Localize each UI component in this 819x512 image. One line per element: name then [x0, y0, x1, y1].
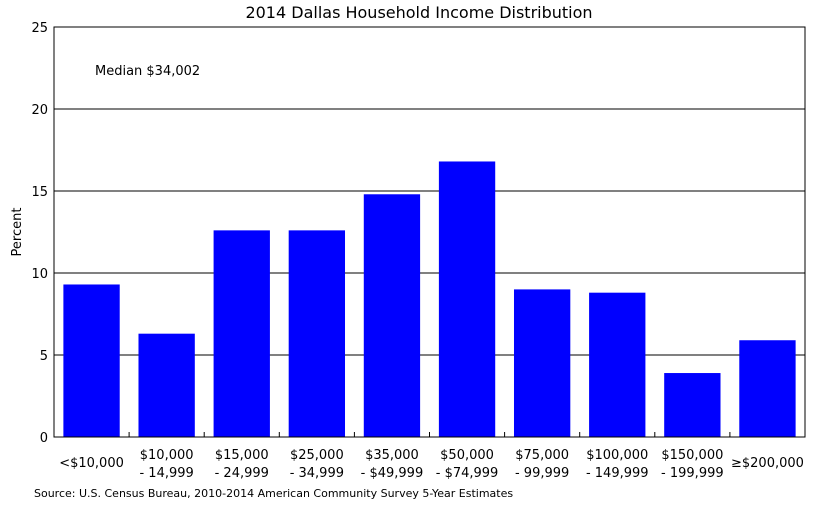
bar: [138, 333, 195, 437]
x-tick-label: <$10,000: [59, 456, 124, 471]
y-tick-label: 15: [31, 185, 48, 200]
bar: [288, 230, 346, 437]
bar: [63, 284, 120, 437]
x-tick-label: $10,000: [140, 448, 194, 463]
x-tick-label: $15,000: [215, 448, 269, 463]
chart-title: 2014 Dallas Household Income Distributio…: [245, 3, 592, 22]
x-tick-label: - $74,999: [436, 466, 499, 481]
bar: [513, 289, 571, 437]
x-tick-label: - 199,999: [661, 466, 724, 481]
x-tick-label: ≥$200,000: [731, 456, 804, 471]
bar: [739, 340, 796, 437]
y-tick-label: 20: [31, 103, 48, 118]
bar: [363, 194, 421, 437]
y-tick-label: 10: [31, 267, 48, 282]
x-tick-label: - 14,999: [139, 466, 193, 481]
x-tick-label: $35,000: [365, 448, 419, 463]
bar: [664, 373, 721, 437]
bars: [63, 161, 796, 438]
x-tick-label: - $49,999: [361, 466, 424, 481]
x-tick-label: $150,000: [661, 448, 723, 463]
y-tick-label: 25: [31, 21, 48, 36]
gridlines: [54, 108, 805, 356]
x-tick-label: $75,000: [515, 448, 569, 463]
x-tick-label: $50,000: [440, 448, 494, 463]
bar: [213, 230, 270, 437]
bar: [589, 292, 646, 437]
x-tick-label: $25,000: [290, 448, 344, 463]
median-annotation: Median $34,002: [95, 64, 200, 79]
y-axis-ticks: 0 5 10 15 20 25: [31, 21, 59, 446]
x-axis-ticks: <$10,000 $10,000 - 14,999 $15,000 - 24,999 $2…: [53, 432, 804, 481]
y-axis-label: Percent: [10, 208, 25, 257]
bar: [438, 161, 496, 438]
x-tick-label: - 149,999: [586, 466, 649, 481]
x-tick-label: $100,000: [586, 448, 648, 463]
y-tick-label: 0: [40, 431, 48, 446]
y-tick-label: 5: [40, 349, 48, 364]
x-tick-label: - 24,999: [215, 466, 269, 481]
x-tick-label: - 99,999: [515, 466, 569, 481]
x-tick-label: - 34,999: [290, 466, 344, 481]
source-note: Source: U.S. Census Bureau, 2010-2014 Am…: [34, 487, 514, 500]
